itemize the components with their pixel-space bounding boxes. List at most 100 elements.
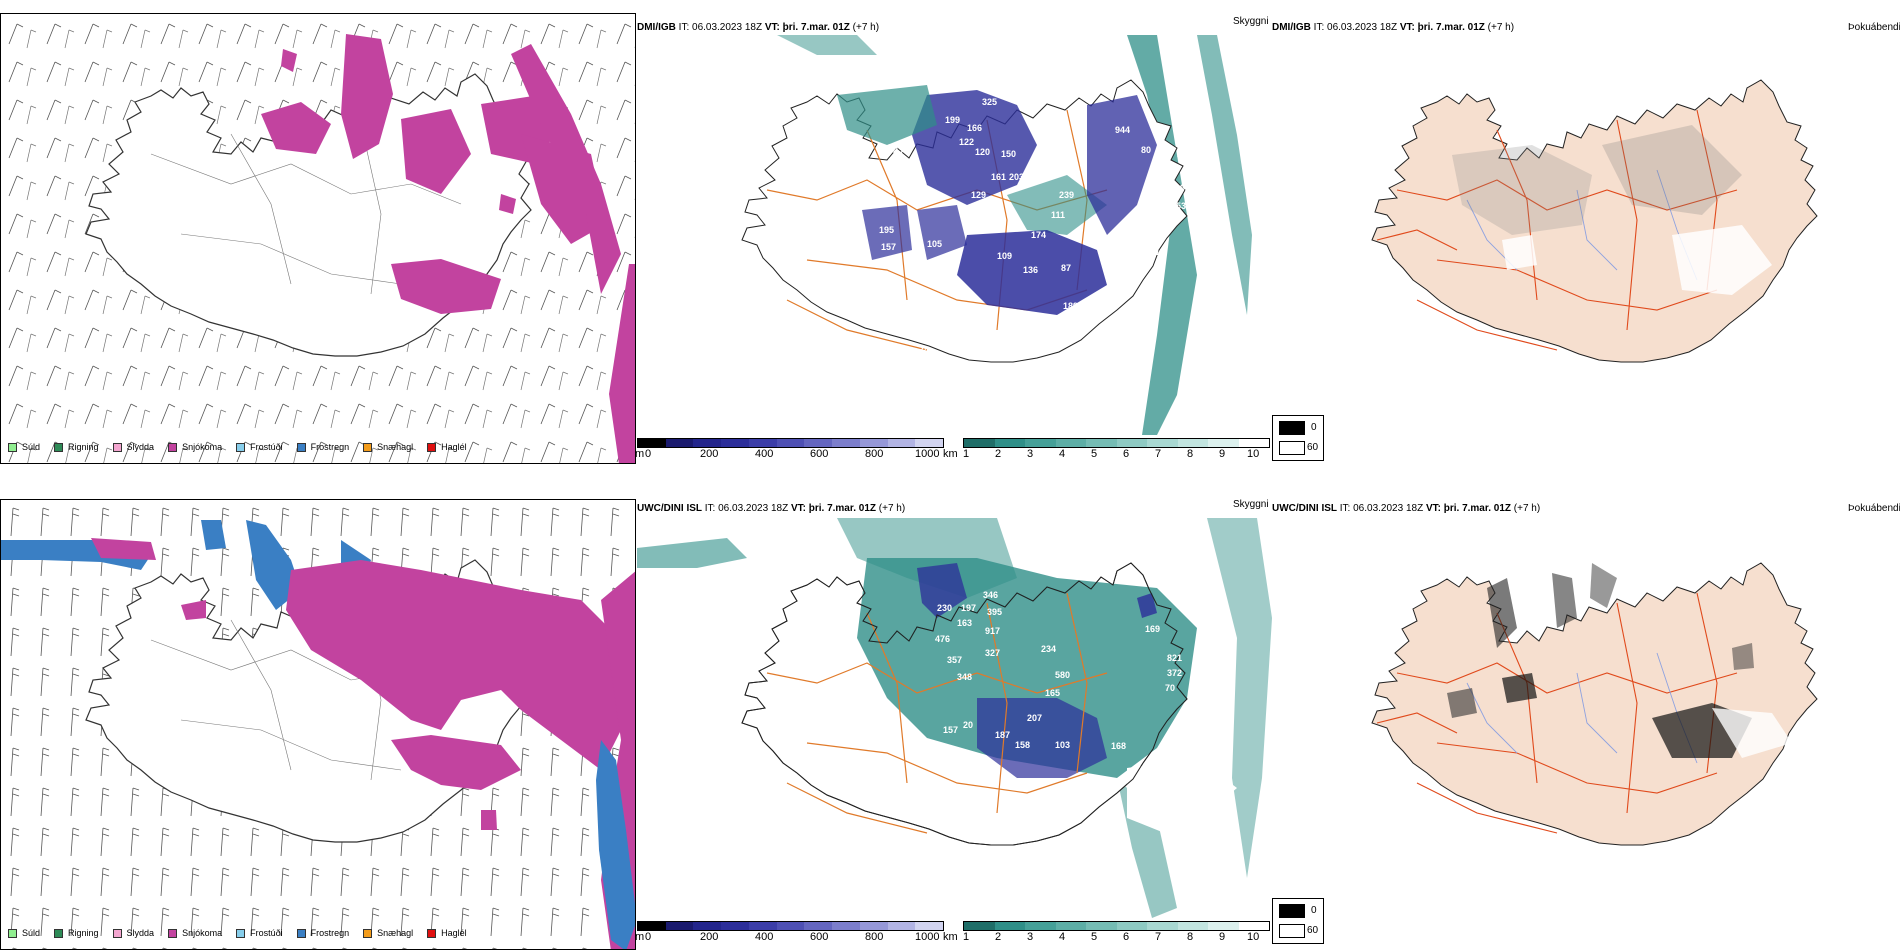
- vis-scale-labels-bottom: km 1 2 3 4 5 6 7 8 9 10: [943, 931, 1260, 943]
- ceiling-scale-bar-bottom: [637, 921, 944, 931]
- legend-item: Frostúði: [236, 442, 283, 452]
- cloud-legend-swatch-dark: [1279, 904, 1305, 918]
- svg-text:221: 221: [1145, 247, 1160, 257]
- svg-text:372: 372: [1167, 668, 1182, 678]
- legend-item: Súld: [8, 928, 40, 938]
- legend-swatch-rain: [54, 928, 64, 938]
- legend-item: Rigning: [54, 928, 99, 938]
- legend-swatch-drizzle: [8, 928, 17, 938]
- legend-item: Slydda: [112, 442, 154, 452]
- svg-text:944: 944: [1115, 125, 1130, 135]
- vis-scale-bar-bottom: [963, 921, 1270, 931]
- legend-swatch-drizzle: [8, 442, 17, 452]
- ceiling-blobs-top: [837, 85, 1157, 315]
- ceiling-labels-top: 325 199 166 122 120 239 150 161 203 129 …: [879, 97, 1217, 355]
- ceiling-labels-bottom: 346 230 197 163 395 917 476 327 357 234 …: [935, 590, 1182, 751]
- svg-text:386: 386: [1202, 181, 1217, 191]
- svg-text:245: 245: [1051, 165, 1066, 175]
- cloud-legend-bottom: 0 60: [1272, 898, 1324, 944]
- legend-swatch-freezing-rain: [296, 928, 306, 938]
- legend-item: Snæhagl: [363, 442, 413, 452]
- cloud-legend-swatch-light: [1279, 924, 1305, 938]
- svg-text:207: 207: [1027, 713, 1042, 723]
- vis-scale-bar-top: [963, 438, 1270, 448]
- legend-item: Frostregn: [296, 928, 349, 938]
- svg-text:821: 821: [1167, 653, 1182, 663]
- svg-text:157: 157: [943, 725, 958, 735]
- svg-text:195: 195: [879, 225, 894, 235]
- ceiling-map-top: 325 199 166 122 120 239 150 161 203 129 …: [637, 35, 1272, 435]
- legend-swatch-freezing-drizzle: [236, 928, 246, 938]
- legend-item: Súld: [8, 442, 40, 452]
- svg-text:50: 50: [1169, 215, 1179, 225]
- legend-item: Rigning: [54, 442, 99, 452]
- cloud-legend-swatch-dark: [1279, 421, 1305, 435]
- legend-swatch-sleet: [112, 928, 122, 938]
- ceiling-scale-bar-top: [637, 438, 944, 448]
- svg-text:325: 325: [982, 97, 997, 107]
- row2-right-header: UWC/DINI ISL IT: 06.03.2023 18Z VT: þri.…: [1272, 503, 1541, 514]
- svg-text:199: 199: [945, 115, 960, 125]
- legend-swatch-freezing-rain: [296, 442, 306, 452]
- snow-areas-top: [261, 34, 635, 463]
- legend-item: Frostregn: [296, 442, 349, 452]
- svg-text:98: 98: [1115, 265, 1125, 275]
- svg-text:105: 105: [927, 239, 942, 249]
- svg-text:122: 122: [959, 137, 974, 147]
- svg-text:150: 150: [1001, 149, 1016, 159]
- svg-text:120: 120: [975, 147, 990, 157]
- svg-text:327: 327: [985, 648, 1000, 658]
- cloud-title-top: Skyggni: [1233, 16, 1269, 27]
- svg-text:234: 234: [1041, 644, 1056, 654]
- svg-text:192: 192: [1175, 183, 1190, 193]
- legend-item: Snæhagl: [363, 928, 413, 938]
- legend-item: Snjókoma: [168, 442, 222, 452]
- legend-swatch-snow-pellets: [363, 442, 373, 452]
- svg-text:395: 395: [987, 607, 1002, 617]
- fog-map-top: [1272, 35, 1900, 435]
- svg-text:197: 197: [961, 603, 976, 613]
- svg-text:165: 165: [1045, 688, 1060, 698]
- legend-swatch-rain: [54, 442, 64, 452]
- svg-text:163: 163: [957, 618, 972, 628]
- svg-text:580: 580: [1055, 670, 1070, 680]
- precip-type-map-bottom: [0, 499, 636, 950]
- svg-text:70: 70: [1165, 683, 1175, 693]
- svg-text:203: 203: [1009, 172, 1024, 182]
- svg-text:80: 80: [1141, 145, 1151, 155]
- svg-text:21: 21: [1147, 185, 1157, 195]
- svg-text:169: 169: [1145, 624, 1160, 634]
- ceiling-scale-labels-bottom: m 0 200 400 600 800 1000: [635, 931, 940, 943]
- svg-text:166: 166: [967, 123, 982, 133]
- legend-item: Haglél: [427, 442, 467, 452]
- svg-text:87: 87: [1061, 263, 1071, 273]
- legend-swatch-snow-pellets: [363, 928, 373, 938]
- precip-type-map-top: [0, 13, 636, 464]
- svg-text:230: 230: [937, 603, 952, 613]
- ceiling-map-bottom: 346 230 197 163 395 917 476 327 357 234 …: [637, 518, 1272, 918]
- svg-text:348: 348: [957, 672, 972, 682]
- svg-text:103: 103: [1055, 740, 1070, 750]
- svg-text:917: 917: [985, 626, 1000, 636]
- ceiling-scale-labels-top: m 0 200 400 600 800 1000: [635, 448, 940, 460]
- legend-swatch-freezing-drizzle: [236, 442, 246, 452]
- fog-title-top: Þokuábendi: [1848, 22, 1900, 33]
- legend-item: Snjókoma: [168, 928, 222, 938]
- svg-text:174: 174: [1031, 230, 1046, 240]
- row1-mid-header: DMI/IGB IT: 06.03.2023 18Z VT: þri. 7.ma…: [637, 22, 880, 33]
- legend-swatch-hail: [427, 928, 437, 938]
- svg-text:231: 231: [1177, 149, 1192, 159]
- svg-text:158: 158: [1015, 740, 1030, 750]
- svg-text:357: 357: [947, 655, 962, 665]
- svg-text:20: 20: [963, 720, 973, 730]
- svg-text:168: 168: [1111, 741, 1126, 751]
- cloud-legend-top: 0 60: [1272, 415, 1324, 461]
- svg-text:109: 109: [997, 251, 1012, 261]
- svg-text:476: 476: [935, 634, 950, 644]
- svg-text:187: 187: [995, 730, 1010, 740]
- snow-areas-bottom: [1, 520, 635, 949]
- legend-item: Slydda: [112, 928, 154, 938]
- precip-legend-top: Súld Rigning Slydda Snjókoma Frostúði Fr…: [8, 442, 481, 452]
- legend-item: Frostúði: [236, 928, 283, 938]
- legend-item: Haglél: [427, 928, 467, 938]
